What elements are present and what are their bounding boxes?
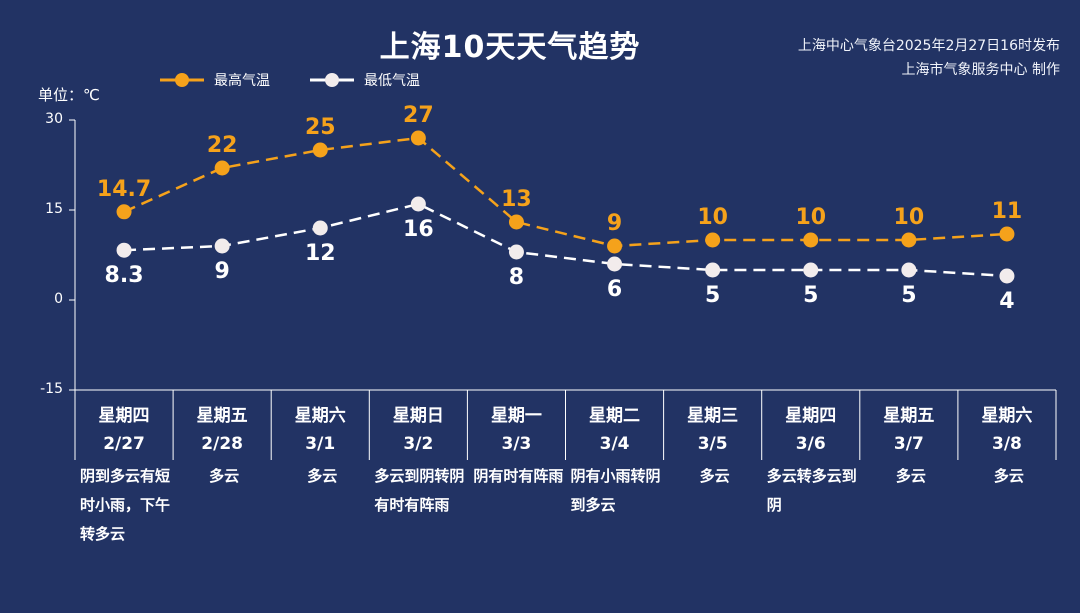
page-title: 上海10天天气趋势 xyxy=(379,30,641,65)
weekday-label: 星期六 xyxy=(294,406,346,426)
data-point-high xyxy=(705,232,721,248)
y-tick-label: -15 xyxy=(40,381,63,397)
data-point-high xyxy=(999,226,1015,242)
data-point-high xyxy=(410,130,426,146)
legend-item-low: 最低气温 xyxy=(310,70,420,90)
data-label-high: 10 xyxy=(894,205,925,230)
data-point-high xyxy=(508,214,524,230)
weekday-label: 星期四 xyxy=(785,406,837,426)
date-label: 3/5 xyxy=(697,434,728,454)
data-point-low xyxy=(705,262,721,278)
data-label-low: 5 xyxy=(803,283,818,308)
data-label-low: 5 xyxy=(901,283,916,308)
weekday-label: 星期二 xyxy=(589,406,641,426)
weather-description: 阴有小雨转阴到多云 xyxy=(570,467,661,514)
weather-description: 多云 xyxy=(895,467,926,485)
data-point-low xyxy=(312,220,328,236)
weather-description: 多云 xyxy=(307,467,338,485)
date-label: 3/7 xyxy=(893,434,924,454)
weekday-label: 星期一 xyxy=(490,406,542,426)
data-point-high xyxy=(116,204,132,220)
data-label-high: 11 xyxy=(992,199,1023,224)
weather-description: 阴到多云有短时小雨，下午转多云 xyxy=(80,467,171,543)
date-label: 3/4 xyxy=(599,434,630,454)
weather-description: 多云到阴转阴有时有阵雨 xyxy=(374,467,465,514)
data-point-low xyxy=(607,256,623,272)
data-label-high: 13 xyxy=(501,187,532,212)
series-line-low xyxy=(123,202,1008,278)
day-header: 星期三 3/5 xyxy=(664,402,762,458)
data-point-low xyxy=(508,244,524,260)
data-point-high xyxy=(312,142,328,158)
data-point-high xyxy=(901,232,917,248)
legend-marker-low-icon xyxy=(310,73,354,87)
date-label: 3/8 xyxy=(992,434,1022,454)
data-label-low: 4 xyxy=(999,289,1014,314)
date-label: 3/6 xyxy=(795,434,826,454)
data-label-low: 8.3 xyxy=(105,263,144,288)
data-point-low xyxy=(901,262,917,278)
legend-marker-high-icon xyxy=(160,73,204,87)
data-label-low: 6 xyxy=(607,277,622,302)
data-point-high xyxy=(607,238,623,254)
data-label-high: 9 xyxy=(607,211,622,236)
data-point-low xyxy=(410,196,426,212)
data-point-low xyxy=(999,268,1015,284)
day-header: 星期日 3/2 xyxy=(369,402,467,458)
issuer-info: 上海中心气象台2025年2月27日16时发布 上海市气象服务中心 制作 xyxy=(798,34,1060,82)
day-header: 星期五 2/28 xyxy=(173,402,271,458)
data-point-low xyxy=(214,238,230,254)
data-label-high: 22 xyxy=(207,133,238,158)
weekday-label: 星期五 xyxy=(196,406,248,426)
data-point-low xyxy=(116,242,132,258)
data-label-low: 8 xyxy=(509,265,524,290)
producer-line: 上海市气象服务中心 制作 xyxy=(901,62,1060,78)
date-label: 2/27 xyxy=(103,434,145,454)
legend-label-high: 最高气温 xyxy=(214,73,270,89)
data-label-low: 9 xyxy=(214,259,229,284)
day-header: 星期二 3/4 xyxy=(566,402,664,458)
y-tick-label: 30 xyxy=(45,111,63,127)
weather-description: 多云 xyxy=(209,467,240,485)
data-point-high xyxy=(214,160,230,176)
day-header: 星期一 3/3 xyxy=(467,402,565,458)
weekday-label: 星期六 xyxy=(981,406,1033,426)
y-tick-label: 15 xyxy=(45,201,63,217)
data-label-high: 27 xyxy=(403,103,434,128)
weather-description: 多云 xyxy=(993,467,1024,485)
day-header: 星期五 3/7 xyxy=(860,402,958,458)
weekday-label: 星期日 xyxy=(392,406,444,426)
legend-item-high: 最高气温 xyxy=(160,70,270,90)
data-label-low: 5 xyxy=(705,283,720,308)
data-label-high: 14.7 xyxy=(97,177,151,202)
weather-description: 多云转多云到阴 xyxy=(766,467,857,514)
weather-description: 阴有时有阵雨 xyxy=(473,467,564,485)
weekday-label: 星期三 xyxy=(687,406,739,426)
data-point-low xyxy=(803,262,819,278)
data-label-high: 10 xyxy=(697,205,728,230)
day-header: 星期六 3/8 xyxy=(958,402,1056,458)
date-label: 3/2 xyxy=(403,434,434,454)
issue-line: 上海中心气象台2025年2月27日16时发布 xyxy=(797,38,1060,54)
day-header: 星期四 3/6 xyxy=(762,402,860,458)
unit-label: 单位：℃ xyxy=(38,86,100,104)
date-label: 3/3 xyxy=(501,434,532,454)
data-point-high xyxy=(803,232,819,248)
y-tick-label: 0 xyxy=(54,291,63,307)
weekday-label: 星期四 xyxy=(98,406,150,426)
weather-description: 多云 xyxy=(699,467,730,485)
data-label-high: 25 xyxy=(305,115,336,140)
date-label: 2/28 xyxy=(201,434,243,454)
day-header: 星期六 3/1 xyxy=(271,402,369,458)
data-label-low: 16 xyxy=(403,217,434,242)
weekday-label: 星期五 xyxy=(883,406,935,426)
data-label-low: 12 xyxy=(305,241,336,266)
day-header: 星期四 2/27 xyxy=(75,402,173,458)
series-line-high xyxy=(123,136,1008,248)
date-label: 3/1 xyxy=(305,434,336,454)
data-label-high: 10 xyxy=(795,205,826,230)
legend-label-low: 最低气温 xyxy=(364,73,420,89)
